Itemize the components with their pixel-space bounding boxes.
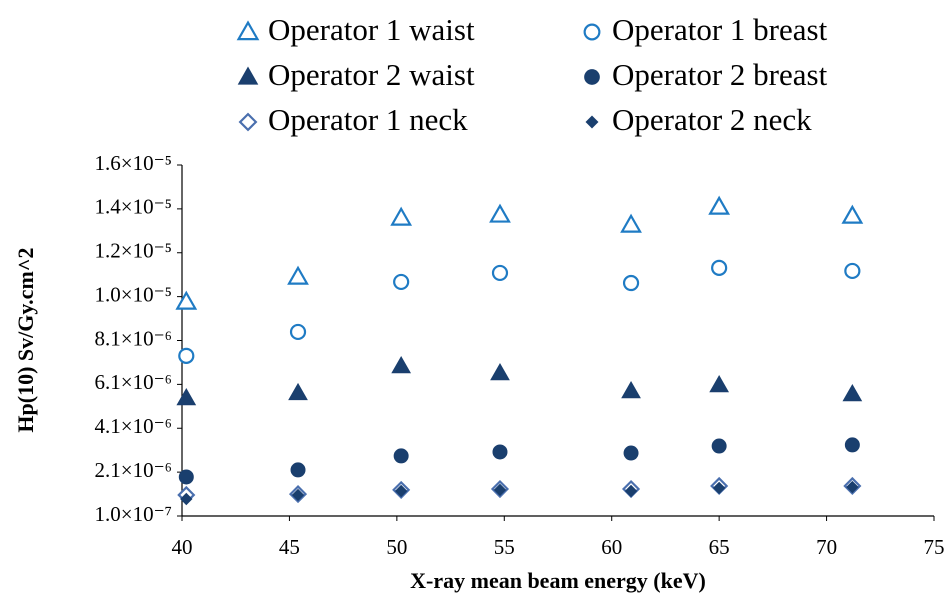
marker: [493, 483, 507, 497]
marker: [393, 273, 410, 291]
marker: [176, 387, 197, 406]
y-tick-label: 6.1×10⁻⁶: [95, 370, 173, 394]
marker: [287, 265, 309, 285]
y-tick-label: 2.1×10⁻⁶: [95, 458, 173, 482]
marker: [709, 375, 730, 393]
marker: [844, 437, 860, 453]
x-axis-title: X-ray mean beam energy (keV): [410, 568, 706, 593]
marker: [491, 264, 509, 282]
marker: [712, 481, 726, 495]
x-tick-label: 75: [924, 535, 945, 559]
marker: [621, 380, 641, 399]
marker: [489, 203, 511, 223]
x-tick-label: 60: [601, 535, 622, 559]
marker: [711, 259, 728, 276]
legend-label: Operator 1 neck: [268, 102, 468, 137]
legend-marker: [583, 23, 601, 41]
x-tick-label: 65: [709, 535, 730, 559]
marker: [178, 347, 195, 364]
marker: [178, 469, 194, 485]
legend-label: Operator 2 waist: [268, 57, 475, 92]
legend-marker: [238, 112, 258, 132]
marker: [844, 262, 861, 280]
marker: [490, 362, 510, 381]
y-tick-label: 1.4×10⁻⁵: [95, 195, 173, 219]
marker: [623, 445, 639, 461]
y-tick-label: 1.2×10⁻⁵: [95, 239, 173, 263]
marker: [288, 382, 308, 401]
marker: [391, 355, 412, 374]
marker: [290, 462, 306, 478]
marker: [842, 384, 863, 402]
y-tick-label: 1.6×10⁻⁵: [95, 151, 173, 175]
legend-marker: [584, 69, 600, 85]
marker: [711, 438, 727, 454]
marker: [393, 448, 409, 464]
marker: [175, 290, 198, 310]
marker: [620, 213, 642, 233]
legend-label: Operator 1 breast: [612, 12, 828, 47]
marker: [622, 274, 640, 292]
marker: [841, 204, 864, 224]
y-axis-title: Hp(10) Sv/Gy.cm^2: [13, 247, 38, 432]
x-tick-label: 70: [816, 535, 837, 559]
marker: [708, 195, 731, 215]
y-tick-label: 1.0×10⁻⁷: [95, 502, 173, 526]
x-tick-label: 50: [386, 535, 407, 559]
marker: [394, 484, 408, 498]
marker: [390, 206, 413, 226]
y-tick-label: 8.1×10⁻⁶: [95, 326, 173, 350]
legend-label: Operator 1 waist: [268, 12, 475, 47]
legend-marker: [237, 66, 259, 85]
y-tick-label: 1.0×10⁻⁵: [95, 282, 173, 306]
legend-marker: [585, 115, 599, 129]
marker: [291, 488, 305, 502]
x-tick-label: 45: [279, 535, 300, 559]
x-tick-label: 40: [172, 535, 193, 559]
y-tick-label: 4.1×10⁻⁶: [95, 414, 173, 438]
legend-label: Operator 2 breast: [612, 57, 828, 92]
marker: [624, 484, 638, 498]
legend-label: Operator 2 neck: [612, 102, 812, 137]
marker: [492, 444, 508, 460]
marker: [180, 492, 193, 506]
marker: [846, 480, 859, 494]
x-tick-label: 55: [494, 535, 515, 559]
marker: [289, 323, 307, 341]
legend-marker: [236, 20, 260, 41]
